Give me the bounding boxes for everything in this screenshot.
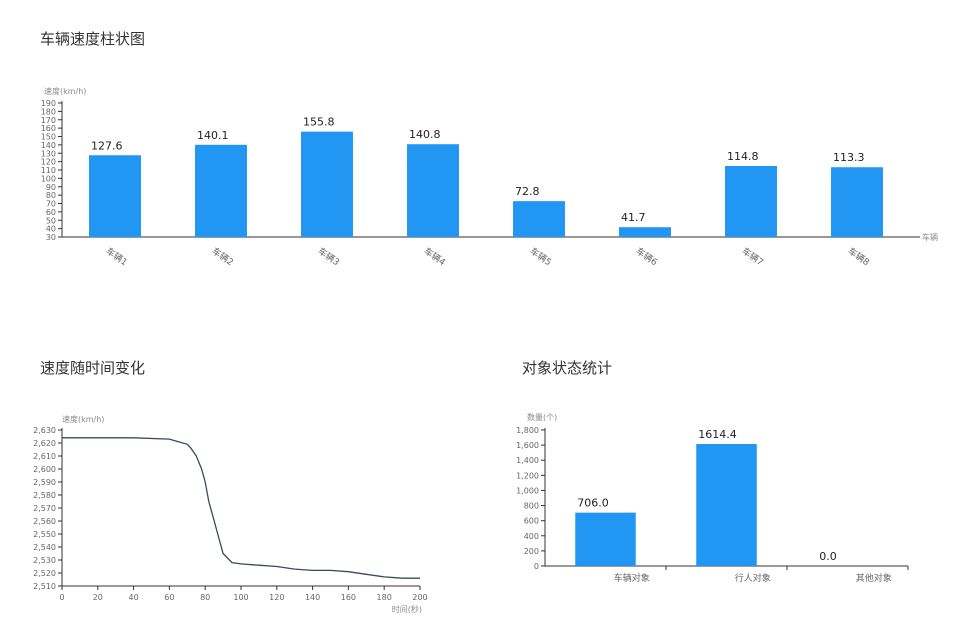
chart2-ytick-label: 2,550 — [33, 530, 56, 539]
chart1-xtick-label: 车辆7 — [740, 245, 766, 268]
chart1-xtick-label: 车辆4 — [422, 245, 449, 269]
chart2-ytick-label: 2,520 — [33, 569, 56, 578]
chart1-ytick-label: 80 — [46, 191, 56, 200]
chart1-data-label: 155.8 — [303, 116, 335, 129]
chart2-ytick-label: 2,530 — [33, 556, 56, 565]
chart1-xtick-label: 车辆5 — [528, 245, 554, 268]
chart1-ytick-label: 100 — [41, 174, 56, 183]
chart1-ytick-label: 40 — [46, 225, 56, 234]
chart3-ytick-label: 1,800 — [516, 426, 539, 435]
chart1-data-label: 113.3 — [833, 151, 865, 164]
chart2-series-line — [62, 437, 420, 579]
chart3-bar — [575, 512, 636, 566]
chart1-bar — [407, 144, 459, 237]
chart2-xlabel: 时间(秒) — [392, 604, 422, 614]
chart3-ytick-label: 0 — [534, 562, 539, 571]
chart1-ytick-label: 140 — [41, 141, 56, 150]
chart3-data-label: 0.0 — [819, 550, 837, 563]
chart1-bar — [195, 144, 247, 237]
chart1-ytick-label: 110 — [41, 166, 56, 175]
chart3-ytick-label: 1,000 — [516, 486, 539, 495]
chart1-data-label: 140.8 — [409, 128, 441, 141]
chart2-ytick-label: 2,580 — [33, 491, 56, 500]
chart1-title: 车辆速度柱状图 — [40, 30, 146, 48]
chart3-xtick-label: 行人对象 — [735, 572, 771, 584]
chart2-xtick-label: 200 — [412, 593, 427, 602]
chart1-ytick-label: 120 — [41, 158, 56, 167]
chart1-ytick-label: 70 — [46, 200, 56, 209]
chart1-xtick-label: 车辆6 — [634, 245, 661, 269]
chart1-xtick-label: 车辆1 — [104, 245, 130, 268]
chart2-xtick-label: 0 — [59, 593, 64, 602]
chart1-ytick-label: 190 — [41, 99, 56, 108]
chart2-xtick-label: 40 — [129, 593, 139, 602]
chart3-data-label: 706.0 — [577, 497, 609, 510]
chart1-xlabel: 车辆 — [922, 232, 938, 242]
chart3-xtick-label: 其他对象 — [856, 572, 892, 584]
chart1-ytick-label: 180 — [41, 107, 56, 116]
chart1-xtick-label: 车辆3 — [316, 245, 342, 268]
chart1-bar — [89, 155, 141, 237]
chart1-ytick-label: 170 — [41, 116, 56, 125]
chart1-xtick-label: 车辆8 — [846, 245, 873, 269]
chart2-xtick-label: 160 — [341, 593, 356, 602]
chart2-title: 速度随时间变化 — [40, 359, 146, 377]
chart3-ytick-label: 600 — [524, 517, 539, 526]
chart1-ytick-label: 130 — [41, 149, 56, 158]
chart3-ytick-label: 400 — [524, 532, 539, 541]
chart1-bar — [513, 201, 565, 237]
chart1-bar — [619, 227, 671, 237]
chart3-ytick-label: 1,600 — [516, 441, 539, 450]
chart2-ytick-label: 2,590 — [33, 478, 56, 487]
chart1-bar — [831, 167, 883, 237]
chart1-ytick-label: 50 — [46, 216, 56, 225]
chart3-ytick-label: 1,400 — [516, 456, 539, 465]
chart1-ytick-label: 90 — [46, 183, 56, 192]
chart2-ytick-label: 2,570 — [33, 504, 56, 513]
chart2-xtick-label: 180 — [377, 593, 392, 602]
chart2-xtick-label: 60 — [164, 593, 174, 602]
chart1-data-label: 140.1 — [197, 129, 229, 142]
chart3-ytick-label: 200 — [524, 547, 539, 556]
chart1-ytick-label: 30 — [46, 233, 56, 242]
chart2-ytick-label: 2,630 — [33, 426, 56, 435]
chart1-ytick-label: 60 — [46, 208, 56, 217]
chart2-xtick-label: 100 — [233, 593, 248, 602]
chart1-ytick-label: 150 — [41, 133, 56, 142]
chart2-xtick-label: 80 — [200, 593, 210, 602]
chart1-xtick-label: 车辆2 — [210, 245, 236, 268]
chart3-ytick-label: 1,200 — [516, 471, 539, 480]
chart3-xtick-label: 车辆对象 — [614, 572, 650, 584]
chart3-data-label: 1614.4 — [698, 428, 737, 441]
chart3-ytick-label: 800 — [524, 502, 539, 511]
chart2-xtick-label: 120 — [269, 593, 284, 602]
chart1-bar — [725, 165, 777, 237]
chart1-ylabel: 速度(km/h) — [44, 86, 86, 96]
chart1-data-label: 114.8 — [727, 150, 759, 163]
chart3-bar — [696, 444, 757, 566]
chart1-data-label: 127.6 — [91, 139, 123, 152]
chart1-data-label: 41.7 — [621, 211, 646, 224]
chart3-ylabel: 数量(个) — [527, 412, 557, 422]
chart2-xtick-label: 20 — [93, 593, 103, 602]
chart2-ytick-label: 2,560 — [33, 517, 56, 526]
chart1-bar — [301, 131, 353, 237]
chart1-ytick-label: 160 — [41, 124, 56, 133]
chart2-ytick-label: 2,620 — [33, 439, 56, 448]
chart2-ytick-label: 2,600 — [33, 465, 56, 474]
chart1-data-label: 72.8 — [515, 185, 540, 198]
chart3-title: 对象状态统计 — [522, 359, 613, 377]
chart2-ylabel: 速度(km/h) — [62, 414, 104, 424]
chart2-ytick-label: 2,540 — [33, 543, 56, 552]
chart2-xtick-label: 140 — [305, 593, 320, 602]
chart2-ytick-label: 2,510 — [33, 582, 56, 591]
chart2-ytick-label: 2,610 — [33, 452, 56, 461]
